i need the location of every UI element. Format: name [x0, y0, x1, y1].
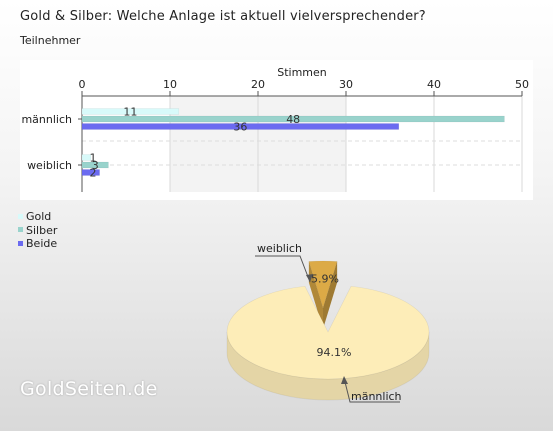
legend-label-beide: Beide	[26, 237, 58, 250]
legend-item-gold: Gold	[18, 210, 57, 224]
x-tick-label: 0	[79, 78, 86, 91]
legend-label-gold: Gold	[26, 210, 52, 223]
bar-value-label: 48	[286, 113, 300, 126]
bar-value-label: 1	[90, 152, 97, 165]
callout-weiblich: weiblich	[255, 242, 313, 283]
bar-silber-maennlich	[81, 115, 505, 123]
bar-beide-weiblich	[81, 169, 100, 176]
x-tick-label: 30	[339, 78, 353, 91]
x-axis-label: Stimmen	[277, 66, 327, 79]
pie-3d-sides	[226, 261, 430, 401]
bar-gold-maennlich	[81, 108, 180, 115]
x-tick-label: 40	[427, 78, 441, 91]
chart-title: Gold & Silber: Welche Anlage ist aktuell…	[20, 9, 426, 24]
callout-line	[255, 255, 311, 283]
pie-slices	[226, 260, 430, 380]
legend-swatch-gold	[18, 213, 23, 219]
legend-swatch-beide	[18, 240, 23, 246]
bar-marks	[81, 108, 505, 176]
x-tick-labels: 0 10 20 30 40 50	[79, 78, 530, 91]
pie-value-labels: 94.1% 5.9%	[311, 272, 351, 359]
pie-slice-weiblich	[308, 260, 338, 310]
callout-maennlich: männlich	[341, 376, 402, 403]
bar-gold-weiblich	[81, 154, 92, 161]
watermark-logo: GoldSeiten.de	[20, 378, 158, 400]
legend-item-beide: Beide	[18, 237, 57, 251]
category-labels: männlich weiblich	[21, 113, 72, 172]
bar-value-labels: 11 48 36 132	[90, 106, 301, 180]
pie-value-label-maennlich: 94.1%	[317, 346, 352, 359]
callout-arrow	[306, 274, 313, 282]
bar-silber-weiblich	[81, 161, 109, 169]
x-tick-label: 10	[163, 78, 177, 91]
legend-item-silber: Silber	[18, 224, 57, 238]
x-tick-label: 20	[251, 78, 265, 91]
pie-side-weiblich	[308, 261, 323, 329]
bar-value-label: 11	[123, 106, 137, 119]
bar-value-label: 3	[92, 159, 99, 172]
category-label-maennlich: männlich	[21, 113, 72, 126]
callout-arrow	[341, 376, 348, 384]
x-tick-label: 50	[515, 78, 529, 91]
pie-side-weiblich	[323, 261, 338, 329]
pie-slice-maennlich	[226, 285, 430, 380]
bar-beide-maennlich	[81, 123, 400, 130]
legend-label-silber: Silber	[26, 223, 58, 237]
callout-label-maennlich: männlich	[351, 390, 402, 403]
callout-line	[343, 377, 400, 403]
callout-label-weiblich: weiblich	[257, 242, 302, 255]
legend: Gold Silber Beide	[18, 210, 57, 251]
bar-value-label: 36	[233, 121, 247, 134]
bar-value-label: 2	[90, 167, 97, 180]
legend-swatch-silber	[18, 227, 23, 232]
category-label-weiblich: weiblich	[27, 159, 72, 172]
pie-callouts: weiblich männlich	[255, 242, 402, 403]
chart-subtitle: Teilnehmer	[20, 34, 81, 47]
pie-value-label-weiblich: 5.9%	[311, 272, 339, 285]
